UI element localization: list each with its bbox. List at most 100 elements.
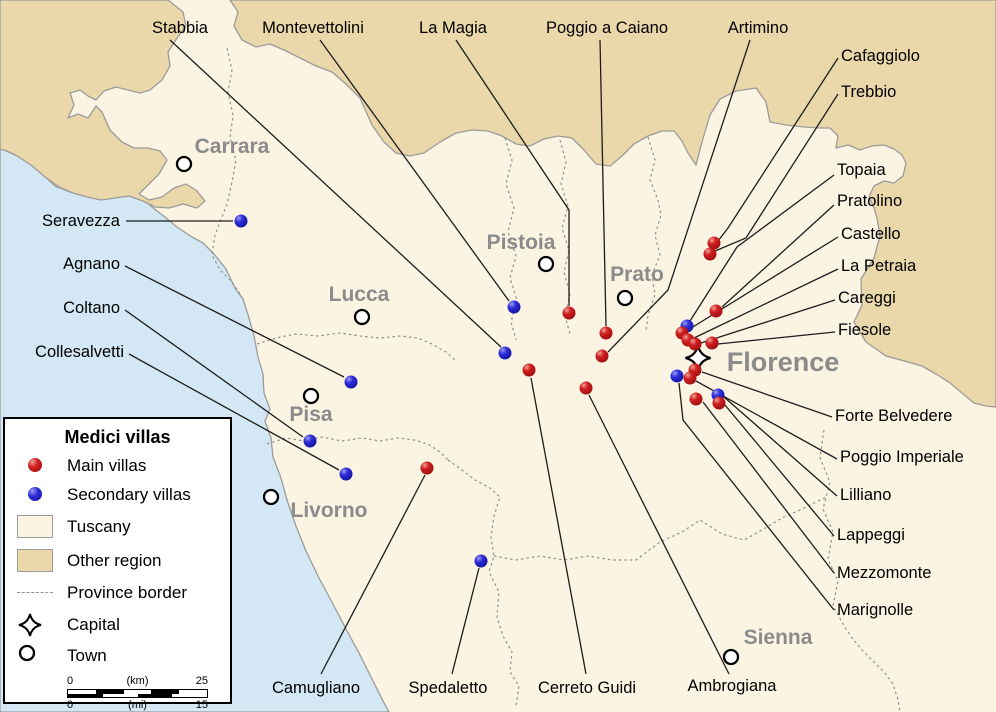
legend-item-other-region: Other region xyxy=(5,548,230,574)
city-label-livorno: Livorno xyxy=(291,499,368,522)
province-border xyxy=(559,139,571,335)
villa-dot-poggio-imperiale xyxy=(683,371,697,385)
villa-label-topaia: Topaia xyxy=(837,161,886,179)
scale-bar: 0 (km) 25 0 (mi) 15 xyxy=(67,675,208,712)
leader-line-careggi xyxy=(700,299,836,344)
province-borders xyxy=(211,47,901,712)
leader-line-topaia xyxy=(689,174,835,322)
villa-dot-mezzomonte xyxy=(689,392,703,406)
villa-label-collesalvetti: Collesalvetti xyxy=(35,343,124,361)
legend-item-label: Tuscany xyxy=(67,517,131,536)
leader-line-pratolino xyxy=(721,204,835,308)
villa-label-lilliano: Lilliano xyxy=(840,486,891,504)
leader-line-la-magia xyxy=(455,39,570,306)
city-markers xyxy=(175,155,740,666)
secondary-villa-icon xyxy=(17,482,53,506)
villa-dot-marignolle xyxy=(670,369,684,383)
scale-mi-end: 15 xyxy=(195,699,208,711)
legend-item-tuscany: Tuscany xyxy=(5,514,230,540)
city-label-pisa: Pisa xyxy=(289,403,333,426)
villa-label-spedaletto: Spedaletto xyxy=(409,679,488,697)
town-circle-livorno xyxy=(262,488,280,506)
villa-label-cerreto-guidi: Cerreto Guidi xyxy=(538,679,636,697)
province-border xyxy=(819,429,901,712)
villa-dot-pratolino xyxy=(709,304,723,318)
villa-dot-fiesole xyxy=(705,336,719,350)
town-circle-icon xyxy=(17,643,53,667)
villa-dot-cerreto-guidi xyxy=(522,363,536,377)
town-circle-carrara xyxy=(175,155,193,173)
province-border xyxy=(266,436,449,461)
legend-item-label: Secondary villas xyxy=(67,485,191,504)
city-label-lucca: Lucca xyxy=(329,283,390,306)
villa-dot-stabbia xyxy=(498,346,512,360)
leader-line-agnano xyxy=(124,265,345,378)
villa-label-castello: Castello xyxy=(841,225,901,243)
villa-label-forte-belvedere: Forte Belvedere xyxy=(835,407,952,425)
villa-dot-seravezza xyxy=(234,214,248,228)
province-border xyxy=(493,496,828,561)
villa-label-mezzomonte: Mezzomonte xyxy=(837,564,931,582)
city-labels: Carrara Pistoia Prato Lucca Pisa Livorno Sienn… xyxy=(195,135,840,649)
scale-km-unit: (km) xyxy=(126,675,149,687)
leader-line-poggio-a-caiano xyxy=(599,39,607,327)
leader-line-fiesole xyxy=(717,331,836,345)
city-label-florence: Florence xyxy=(727,347,840,377)
villa-label-fiesole: Fiesole xyxy=(838,321,891,339)
main-villa-icon xyxy=(17,453,53,477)
leader-line-la-petraia xyxy=(693,268,839,339)
leader-lines xyxy=(124,39,839,675)
villa-label-la-petraia: La Petraia xyxy=(841,257,917,275)
villa-label-agnano: Agnano xyxy=(63,255,120,273)
villa-label-cafaggiolo: Cafaggiolo xyxy=(841,47,920,65)
leader-line-mezzomonte xyxy=(702,401,835,574)
villa-dot-ambrogiana xyxy=(579,381,593,395)
legend-item-secondary-villas: Secondary villas xyxy=(5,482,230,508)
legend-item-label: Town xyxy=(67,646,107,665)
villa-dot-artimino xyxy=(595,349,609,363)
villa-dots xyxy=(234,214,726,568)
villa-label-ambrogiana: Ambrogiana xyxy=(688,677,778,695)
capital-star-icon xyxy=(17,612,53,637)
town-circle-pisa xyxy=(302,387,320,405)
tuscany-swatch xyxy=(17,514,53,538)
villa-dot-poggio-a-caiano xyxy=(599,326,613,340)
scale-km-start: 0 xyxy=(67,675,74,687)
town-circle-lucca xyxy=(353,308,371,326)
leader-line-marignolle xyxy=(678,382,835,611)
villa-dot-agnano xyxy=(344,375,358,389)
province-border xyxy=(645,136,662,333)
leader-line-cafaggiolo xyxy=(717,57,839,242)
province-border xyxy=(211,47,243,298)
villa-dot-cafaggiolo xyxy=(707,236,721,250)
villa-dot-careggi xyxy=(688,337,702,351)
leader-line-spedaletto xyxy=(451,567,480,675)
villa-label-careggi: Careggi xyxy=(838,289,896,307)
leader-line-stabbia xyxy=(169,39,502,348)
villa-dot-la-magia xyxy=(562,306,576,320)
villa-label-stabbia: Stabbia xyxy=(152,19,209,37)
leader-line-cerreto-guidi xyxy=(530,377,587,675)
villa-label-artimino: Artimino xyxy=(728,19,789,37)
legend-title: Medici villas xyxy=(64,427,171,447)
leader-line-camugliano xyxy=(320,474,426,675)
villa-label-seravezza: Seravezza xyxy=(42,212,121,230)
villa-dot-lappeggi xyxy=(712,396,726,410)
legend-item-province-border: Province border xyxy=(5,580,230,606)
leader-line-montevettolini xyxy=(319,39,510,302)
city-label-pistoia: Pistoia xyxy=(487,231,556,254)
villa-dot-collesalvetti xyxy=(339,467,353,481)
scale-mi-unit: (mi) xyxy=(128,699,147,711)
other-region-swatch xyxy=(17,548,53,572)
villa-label-lappeggi: Lappeggi xyxy=(837,526,905,544)
villa-dot-spedaletto xyxy=(474,554,488,568)
villa-label-coltano: Coltano xyxy=(63,299,120,317)
scale-bar-graphic xyxy=(67,689,208,698)
legend-item-label: Other region xyxy=(67,551,162,570)
leader-line-collesalvetti xyxy=(128,353,340,471)
town-circle-prato xyxy=(616,289,634,307)
villa-dot-camugliano xyxy=(420,461,434,475)
city-label-prato: Prato xyxy=(610,263,664,286)
villa-label-poggio-imperiale: Poggio Imperiale xyxy=(840,448,964,466)
